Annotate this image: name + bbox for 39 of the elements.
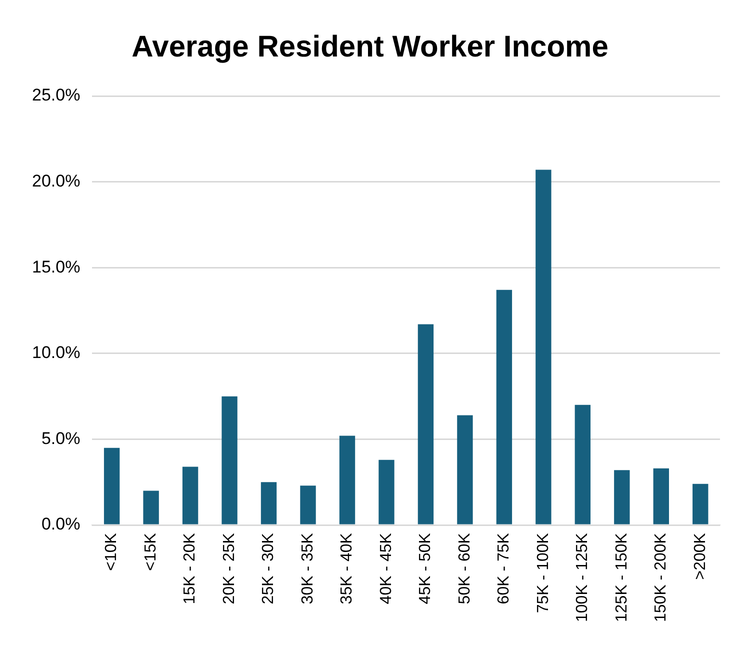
bar [260,482,277,524]
bar [692,484,708,524]
x-tick-label: 45K - 50K [417,532,434,604]
x-tick-label: 15K - 20K [182,532,199,604]
x-tick-label: 60K - 75K [496,532,513,604]
bar [496,290,512,524]
bar [574,404,591,524]
bar [222,396,238,524]
bar [614,470,630,524]
y-tick-label: 0.0% [41,514,80,534]
bar [104,448,120,524]
x-tick-label: 20K - 25K [220,532,238,604]
chart-title: Average Resident Worker Income [132,30,608,64]
bar [457,415,473,524]
bar [182,466,198,524]
y-tick-label: 25.0% [32,86,80,105]
x-tick-label: 75K - 100K [534,532,552,614]
bar [300,486,316,524]
x-tick-label: 150K - 200K [652,532,670,622]
x-tick-label: 35K - 40K [338,532,356,604]
x-tick-label: >200K [692,532,709,580]
y-tick-label: 10.0% [32,343,80,362]
bar [143,490,159,524]
y-tick-label: 15.0% [32,257,80,276]
bar [339,436,356,524]
y-tick-label: 5.0% [41,428,80,448]
y-tick-label: 20.0% [32,171,80,190]
bar [418,324,434,524]
x-tick-label: 125K - 150K [613,532,630,622]
x-tick-label: 40K - 45K [378,532,395,604]
x-tick-label: 100K - 125K [574,532,592,622]
x-tick-label: 25K - 30K [260,532,278,604]
bar [536,170,552,524]
x-tick-label: <15K [142,532,160,571]
x-tick-label: 50K - 60K [456,532,474,604]
bar [653,468,669,524]
bar [378,460,394,524]
x-tick-label: 30K - 35K [299,532,316,604]
x-tick-label: <10K [103,532,120,571]
